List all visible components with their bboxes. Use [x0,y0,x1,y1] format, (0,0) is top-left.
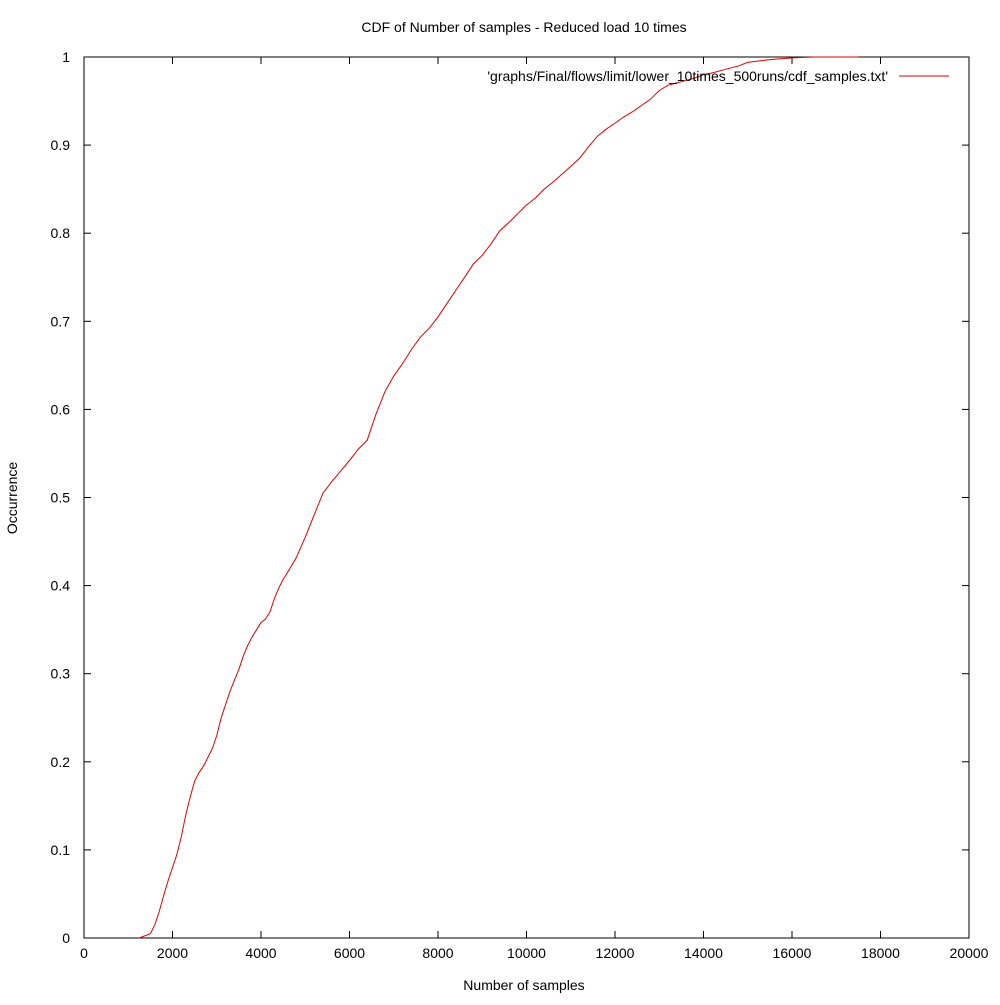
y-tick-label: 0.6 [51,401,71,417]
y-tick-label: 0.9 [51,137,71,153]
y-axis-ticks: 0 0.1 0.2 0.3 0.4 0.5 0.6 0.7 0.8 0.9 1 [51,49,969,946]
y-tick-label: 0 [62,930,70,946]
y-tick-label: 0.8 [51,225,71,241]
y-tick-label: 0.5 [51,490,71,506]
y-tick-label: 1 [62,49,70,65]
x-tick-label: 16000 [773,945,812,961]
x-tick-label: 4000 [245,945,276,961]
cdf-series-line [139,56,859,939]
y-tick-label: 0.7 [51,313,71,329]
x-tick-label: 14000 [684,945,723,961]
series-layer [139,56,859,939]
x-tick-label: 2000 [157,945,188,961]
y-tick-label: 0.2 [51,754,71,770]
x-tick-label: 0 [80,945,88,961]
x-tick-label: 20000 [950,945,989,961]
x-tick-label: 6000 [334,945,365,961]
legend: 'graphs/Final/flows/limit/lower_10times_… [487,68,949,84]
x-tick-label: 8000 [422,945,453,961]
x-axis-label: Number of samples [463,977,584,993]
y-tick-label: 0.1 [51,842,71,858]
plot-frame [83,56,970,939]
x-tick-label: 18000 [861,945,900,961]
y-tick-label: 0.4 [51,578,71,594]
x-tick-label: 10000 [507,945,546,961]
chart-title: CDF of Number of samples - Reduced load … [361,19,686,35]
x-tick-label: 12000 [596,945,635,961]
legend-entry-label: 'graphs/Final/flows/limit/lower_10times_… [487,68,888,84]
x-axis-ticks: 0 2000 4000 6000 8000 10000 12000 14000 16000 180… [80,57,989,961]
y-tick-label: 0.3 [51,666,71,682]
y-axis-label: Occurrence [4,462,20,535]
